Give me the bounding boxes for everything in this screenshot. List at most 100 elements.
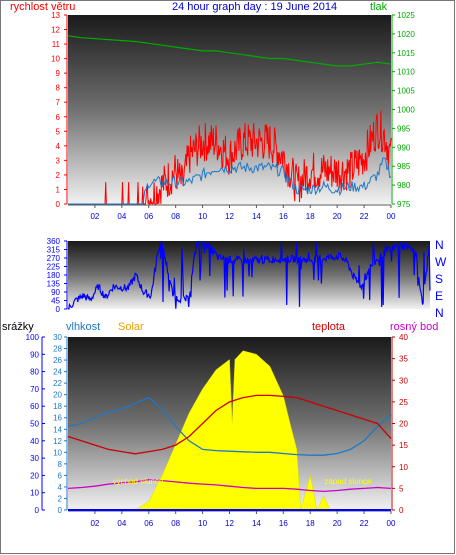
panel3-x-tick-label: 18 [306,519,315,528]
direction-tick-label: 225 [47,263,61,272]
temperature-tick-label: 20 [399,420,408,429]
direction-tick-label: 360 [47,237,61,246]
solar-area-series [68,350,391,511]
panel1-x-tick-label: 18 [306,212,315,221]
wind-tick-label: 12 [51,26,60,35]
temperature-tick-label: 25 [399,398,408,407]
panel1-x-tick-label: 02 [90,212,99,221]
wind-tick-label: 5 [56,127,61,136]
humidity-axis-title: vlhkost [66,321,100,333]
direction-tick-label: 270 [47,254,61,263]
temperature-series-line [67,394,392,455]
panel1-x-tick-label: 00 [387,212,396,221]
rain-tick-label: 40 [30,437,39,446]
panel1-x-tick-label: 16 [279,212,288,221]
compass-label: N [435,238,444,252]
pressure-tick-label: 975 [397,200,411,209]
humidity-tick-label: 30 [53,333,62,342]
pressure-tick-label: 1010 [397,68,415,77]
direction-tick-label: 315 [47,246,61,255]
wind-tick-label: 10 [51,55,60,64]
direction-tick-label: 135 [47,280,61,289]
panel3-x-tick-label: 08 [171,519,180,528]
rain-tick-label: 50 [30,420,39,429]
pressure-tick-label: 990 [397,143,411,152]
panel3-x-tick-label: 22 [360,519,369,528]
wind-tick-label: 9 [56,69,61,78]
wind-average-series-line [68,157,392,205]
chart-title: 24 hour graph day : 19 June 2014 [172,1,337,13]
humidity-series-line [67,396,392,456]
panel1-x-tick-label: 12 [225,212,234,221]
sunset-annotation: západ slunce [324,477,372,486]
humidity-tick-label: 8 [58,460,63,469]
rain-tick-label: 70 [30,385,39,394]
rain-tick-label: 60 [30,402,39,411]
rain-tick-label: 10 [30,489,39,498]
panel1-x-tick-label: 04 [117,212,126,221]
panel1-x-tick-label: 20 [333,212,342,221]
temperature-tick-label: 30 [399,376,408,385]
pressure-tick-label: 985 [397,162,411,171]
pressure-axis-title: tlak [370,1,388,13]
panel1-background [68,15,391,204]
rain-tick-label: 80 [30,368,39,377]
humidity-tick-label: 28 [53,345,62,354]
direction-tick-label: 90 [51,288,60,297]
compass-label: W [435,255,447,269]
temperature-axis-title: teplota [312,321,346,333]
temperature-tick-label: 10 [399,463,408,472]
panel3-x-tick-label: 00 [387,519,396,528]
humidity-tick-label: 22 [53,379,62,388]
humidity-tick-label: 14 [53,425,62,434]
panel1-x-tick-label: 22 [360,212,369,221]
pressure-tick-label: 1025 [397,11,415,20]
wind-tick-label: 3 [56,156,61,165]
panel1-x-tick-label: 06 [144,212,153,221]
panel3-x-tick-label: 10 [198,519,207,528]
humidity-tick-label: 0 [58,506,63,515]
sunrise-annotation: východ slunce [113,477,164,486]
solar-axis-title: Solar [118,321,144,333]
wind-axis-title: rychlost větru [10,1,75,13]
panel1-x-tick-label: 10 [198,212,207,221]
compass-label: S [435,272,443,286]
rain-tick-label: 90 [30,350,39,359]
temperature-tick-label: 0 [399,506,404,515]
wind-tick-label: 13 [51,11,60,20]
compass-label: E [435,289,443,303]
pressure-tick-label: 995 [397,124,411,133]
wind-tick-label: 8 [56,84,61,93]
pressure-tick-label: 1020 [397,30,415,39]
wind-tick-label: 11 [52,40,61,49]
temperature-tick-label: 5 [399,484,404,493]
wind-tick-label: 2 [56,171,61,180]
dewpoint-axis-title: rosný bod [390,321,438,333]
wind-tick-label: 1 [56,185,61,194]
wind-tick-label: 4 [56,142,61,151]
panel3-x-tick-label: 16 [279,519,288,528]
pressure-tick-label: 1015 [397,49,415,58]
direction-tick-label: 0 [56,305,61,314]
rain-tick-label: 100 [26,333,40,342]
temperature-tick-label: 15 [399,441,408,450]
panel3-x-tick-label: 06 [144,519,153,528]
wind-tick-label: 7 [56,98,61,107]
humidity-tick-label: 24 [53,368,62,377]
temperature-tick-label: 40 [399,333,408,342]
humidity-tick-label: 10 [53,448,62,457]
humidity-tick-label: 2 [58,494,63,503]
panel3-x-tick-label: 20 [333,519,342,528]
panel3-x-tick-label: 12 [225,519,234,528]
humidity-tick-label: 20 [53,391,62,400]
pressure-tick-label: 1005 [397,87,415,96]
rain-axis-title: srážky [2,321,34,333]
panel3-x-tick-label: 14 [252,519,261,528]
dewpoint-series-line [67,479,392,493]
panel3-x-tick-label: 04 [117,519,126,528]
pressure-tick-label: 1000 [397,106,415,115]
wind-direction-series-line [67,240,431,311]
humidity-tick-label: 16 [53,414,62,423]
